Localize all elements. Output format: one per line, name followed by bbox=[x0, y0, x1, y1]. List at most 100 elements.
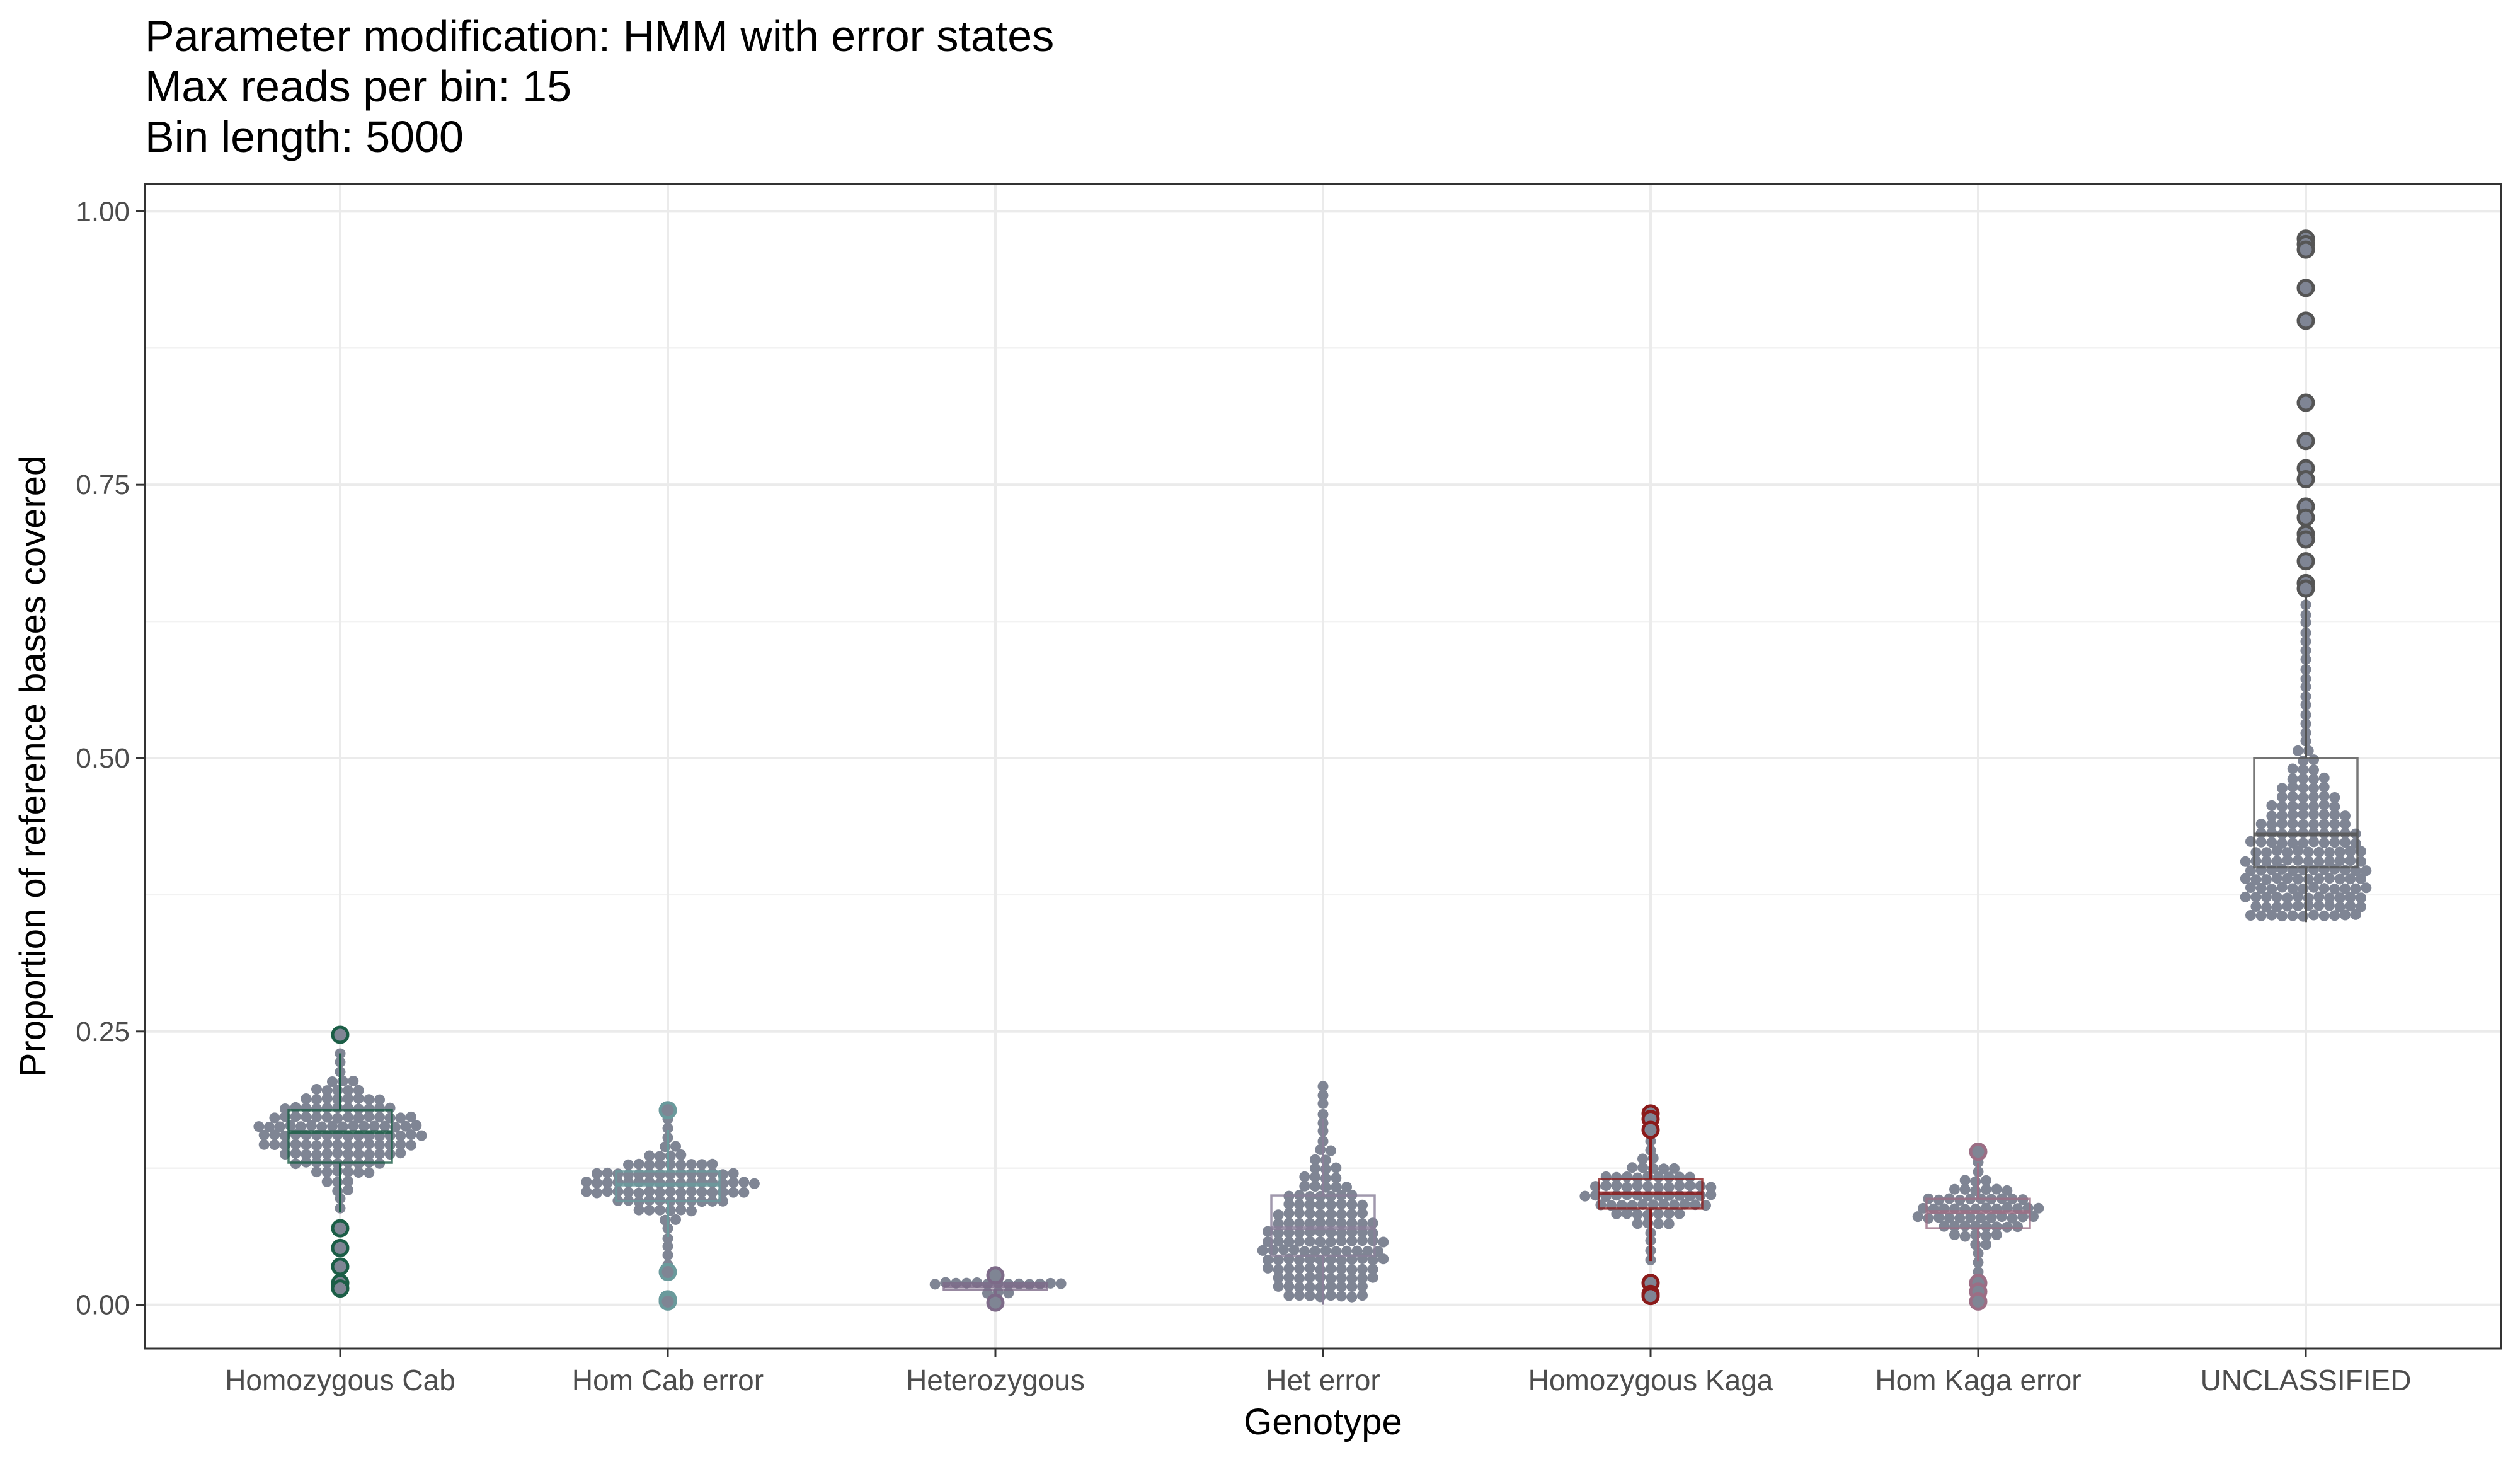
data-point bbox=[2271, 892, 2282, 903]
data-point bbox=[2340, 883, 2351, 894]
data-point bbox=[1579, 1190, 1591, 1202]
data-point bbox=[662, 1241, 673, 1252]
data-point bbox=[2324, 873, 2335, 884]
data-point bbox=[1331, 1182, 1342, 1193]
data-point bbox=[1294, 1227, 1305, 1238]
data-point bbox=[1336, 1255, 1347, 1266]
data-point bbox=[353, 1103, 364, 1115]
data-point bbox=[321, 1085, 333, 1096]
data-point bbox=[2334, 892, 2345, 904]
data-point bbox=[1326, 1209, 1336, 1219]
data-point bbox=[1981, 1175, 1991, 1186]
data-point bbox=[1949, 1229, 1960, 1240]
data-point bbox=[400, 1120, 411, 1132]
data-point bbox=[1326, 1263, 1336, 1274]
data-point bbox=[1310, 1163, 1320, 1174]
data-point bbox=[1632, 1218, 1643, 1229]
data-point bbox=[1304, 1236, 1315, 1247]
data-point bbox=[1663, 1182, 1675, 1193]
data-point bbox=[623, 1159, 634, 1170]
data-point bbox=[327, 1076, 338, 1087]
data-point bbox=[1351, 1245, 1363, 1257]
data-point bbox=[2287, 763, 2298, 774]
data-point bbox=[592, 1177, 602, 1189]
data-point bbox=[1336, 1209, 1347, 1220]
data-point bbox=[2308, 909, 2319, 921]
data-point bbox=[2298, 764, 2309, 775]
data-point bbox=[364, 1111, 375, 1122]
outlier-point bbox=[331, 1219, 350, 1238]
data-point bbox=[1653, 1218, 1664, 1229]
data-point bbox=[384, 1149, 396, 1160]
data-point bbox=[1288, 1244, 1300, 1255]
data-point bbox=[1283, 1199, 1295, 1210]
data-point bbox=[2329, 792, 2340, 803]
data-point bbox=[1283, 1208, 1295, 1219]
data-point bbox=[1273, 1236, 1284, 1247]
data-point bbox=[2293, 745, 2303, 756]
data-point bbox=[332, 1148, 343, 1159]
data-point bbox=[2308, 819, 2319, 830]
data-point bbox=[1331, 1162, 1342, 1173]
data-point bbox=[343, 1184, 353, 1195]
data-point bbox=[301, 1111, 312, 1122]
data-point bbox=[269, 1129, 280, 1141]
data-point bbox=[1622, 1171, 1632, 1182]
data-point bbox=[707, 1187, 718, 1198]
data-point bbox=[2277, 818, 2288, 829]
data-point bbox=[1346, 1235, 1358, 1246]
data-point bbox=[929, 1279, 941, 1290]
data-point bbox=[2345, 846, 2356, 857]
data-point bbox=[374, 1094, 385, 1105]
data-point bbox=[1336, 1281, 1347, 1292]
data-point bbox=[1257, 1245, 1268, 1256]
data-point bbox=[1310, 1181, 1320, 1192]
x-axis-title: Genotype bbox=[1244, 1402, 1402, 1442]
data-point bbox=[1304, 1290, 1315, 1301]
outlier-point bbox=[1969, 1143, 1988, 1161]
data-point bbox=[264, 1122, 275, 1132]
data-point bbox=[1341, 1182, 1352, 1193]
outlier-point bbox=[331, 1257, 350, 1276]
data-point bbox=[2313, 891, 2325, 902]
data-point bbox=[686, 1159, 697, 1170]
outlier-point bbox=[2296, 432, 2315, 451]
data-point bbox=[1294, 1273, 1305, 1284]
data-point bbox=[1378, 1253, 1389, 1265]
data-point bbox=[1991, 1221, 2002, 1233]
outlier-point bbox=[2296, 311, 2315, 330]
data-point bbox=[1263, 1262, 1273, 1274]
data-point bbox=[2324, 847, 2335, 858]
data-point bbox=[2017, 1211, 2029, 1223]
data-point bbox=[301, 1139, 312, 1150]
data-point bbox=[2308, 809, 2319, 820]
data-point bbox=[327, 1120, 338, 1132]
data-point bbox=[2329, 819, 2340, 830]
data-point bbox=[1273, 1281, 1284, 1292]
outlier-point bbox=[2296, 530, 2315, 549]
data-point bbox=[2287, 781, 2298, 793]
data-point bbox=[2277, 810, 2288, 821]
data-point bbox=[2334, 855, 2345, 866]
data-point bbox=[2313, 873, 2325, 885]
data-point bbox=[1637, 1153, 1648, 1165]
outlier-point bbox=[331, 1279, 350, 1298]
data-point bbox=[343, 1148, 353, 1160]
data-point bbox=[374, 1112, 385, 1123]
data-point bbox=[2298, 837, 2309, 849]
data-point bbox=[2308, 764, 2319, 776]
data-point bbox=[1346, 1281, 1358, 1292]
data-point bbox=[343, 1166, 353, 1177]
data-point bbox=[1981, 1239, 1991, 1250]
data-point bbox=[2318, 837, 2330, 848]
box bbox=[1270, 1194, 1376, 1257]
data-point bbox=[348, 1076, 359, 1086]
data-point bbox=[2356, 873, 2366, 884]
data-point bbox=[2340, 837, 2351, 848]
x-tick-label: Homozygous Kaga bbox=[1528, 1364, 1773, 1396]
data-point bbox=[748, 1178, 760, 1189]
data-point bbox=[1367, 1235, 1378, 1246]
data-point bbox=[1357, 1272, 1368, 1284]
data-point bbox=[1669, 1163, 1680, 1174]
data-point bbox=[353, 1085, 364, 1096]
